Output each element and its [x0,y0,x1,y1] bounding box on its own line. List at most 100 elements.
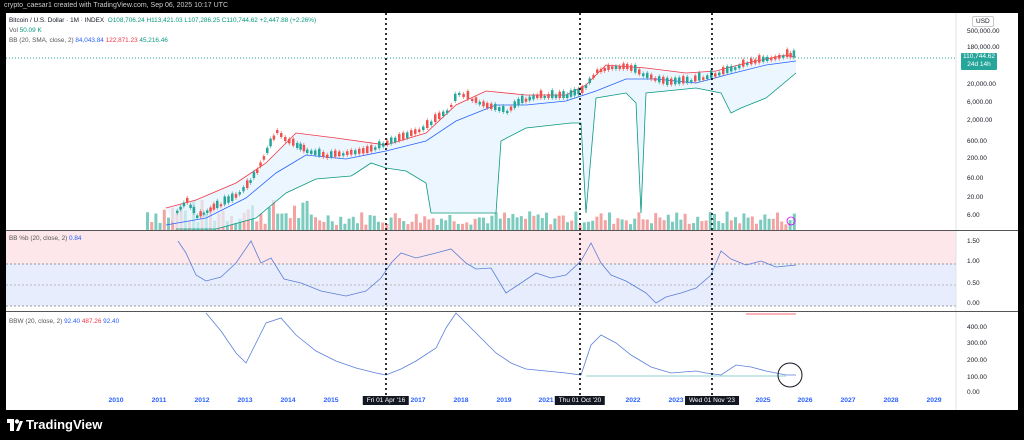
candle-body [573,89,576,96]
volume-bar [158,222,162,231]
volume-bar [746,217,750,231]
bbw-value: 92.40 [64,318,81,325]
credit-bar: crypto_caesar1 created with TradingView.… [0,0,1024,12]
candle-body [386,140,389,145]
pane-divider[interactable] [6,311,1018,312]
candle-body [231,193,234,201]
candle-body [734,67,737,70]
candle-body [614,65,618,69]
candle-body [702,77,705,80]
candle-body [543,95,546,98]
volume-bar [755,223,758,231]
volume-bar [234,222,238,231]
candle-body [280,133,283,137]
candle-body [674,77,677,85]
currency-button[interactable]: USD [972,16,994,27]
candle-body [698,72,701,81]
volume-bar [347,218,351,231]
volume-bar [503,212,506,231]
candle-body [706,75,709,79]
volume-bar [452,221,456,231]
candle-body [302,144,306,152]
candle-body [354,150,357,155]
candle-body [766,56,769,61]
volume-label: Vol [9,27,18,34]
candle-body [638,69,641,75]
volume-bar [700,221,704,231]
volume-bar [259,213,263,231]
candle-body [212,203,216,210]
volume-bar [616,218,620,231]
symbol-legend: Bitcoin / U.S. Dollar · 1M · INDEX O108,… [9,16,316,25]
bbpctb-band-zone [6,264,956,306]
candle-body [762,56,765,62]
candle-body [521,95,524,103]
candle-body [566,94,569,98]
candle-body [592,75,595,78]
bb-upper: 122,871.23 [105,37,138,44]
volume-bar [322,221,326,231]
candle-body [603,67,606,71]
candle-body [746,62,749,65]
candle-body [199,211,202,217]
chart-canvas[interactable] [6,13,1018,410]
candle-body [654,78,657,81]
volume-bar [679,219,683,231]
volume-bar [448,214,452,231]
candle-body [509,106,513,111]
ohlc-close: C110,744.62 [221,17,258,24]
y-tick: 1.00 [967,258,980,265]
candle-body [596,69,599,73]
volume-bar [318,220,322,231]
candle-body [642,73,645,77]
bb-label: BB (20, SMA, close, 2) [9,37,74,44]
volume-bar [490,215,494,231]
candle-body [462,93,465,97]
volume-bar [456,223,460,231]
bb-lower-line [176,72,797,230]
volume-bar [763,214,767,231]
volume-bar [750,216,754,231]
candle-body [547,94,550,98]
y-tick: 600.00 [967,138,987,145]
marker-date-tag: Wed 01 Nov '23 [685,396,739,405]
volume-bar [629,224,632,231]
volume-bar [494,212,498,231]
candle-body [426,120,429,128]
candle-body [390,137,393,144]
y-tick: 2,000.00 [967,117,993,124]
candle-body [262,156,266,160]
candle-body [577,88,580,95]
volume-bar [771,218,775,231]
candle-body [466,91,470,99]
volume-bar [545,212,548,231]
volume-bar [465,222,469,231]
volume-bar [288,218,292,231]
chart-area[interactable]: Bitcoin / U.S. Dollar · 1M · INDEX O108,… [6,13,1018,410]
y-tick: 0.00 [967,300,980,307]
candle-body [569,90,573,97]
ohlc-high: H113,421.03 [146,17,183,24]
candle-body [296,142,299,148]
volume-bar [398,218,401,231]
candle-body [730,66,733,72]
volume-bar [351,216,355,231]
volume-bar [461,223,464,231]
x-year-label: 2015 [323,397,339,404]
bbpctb-legend: BB %b (20, close, 2) 0.84 [9,234,82,243]
bb-basis: 84,043.84 [75,37,104,44]
candle-body [276,130,279,133]
bb-legend: BB (20, SMA, close, 2) 84,043.84 122,871… [9,36,168,45]
candle-body [471,98,474,101]
pane-divider[interactable] [6,230,1018,231]
candle-body [378,141,381,149]
candle-body [634,64,637,73]
volume-bar [335,224,338,231]
candle-body [554,94,558,98]
volume-bar [549,224,553,231]
volume-bar [540,217,544,231]
candle-body [442,111,445,116]
candle-body [406,132,409,138]
x-year-label: 2018 [453,397,469,404]
candle-body [581,86,584,93]
